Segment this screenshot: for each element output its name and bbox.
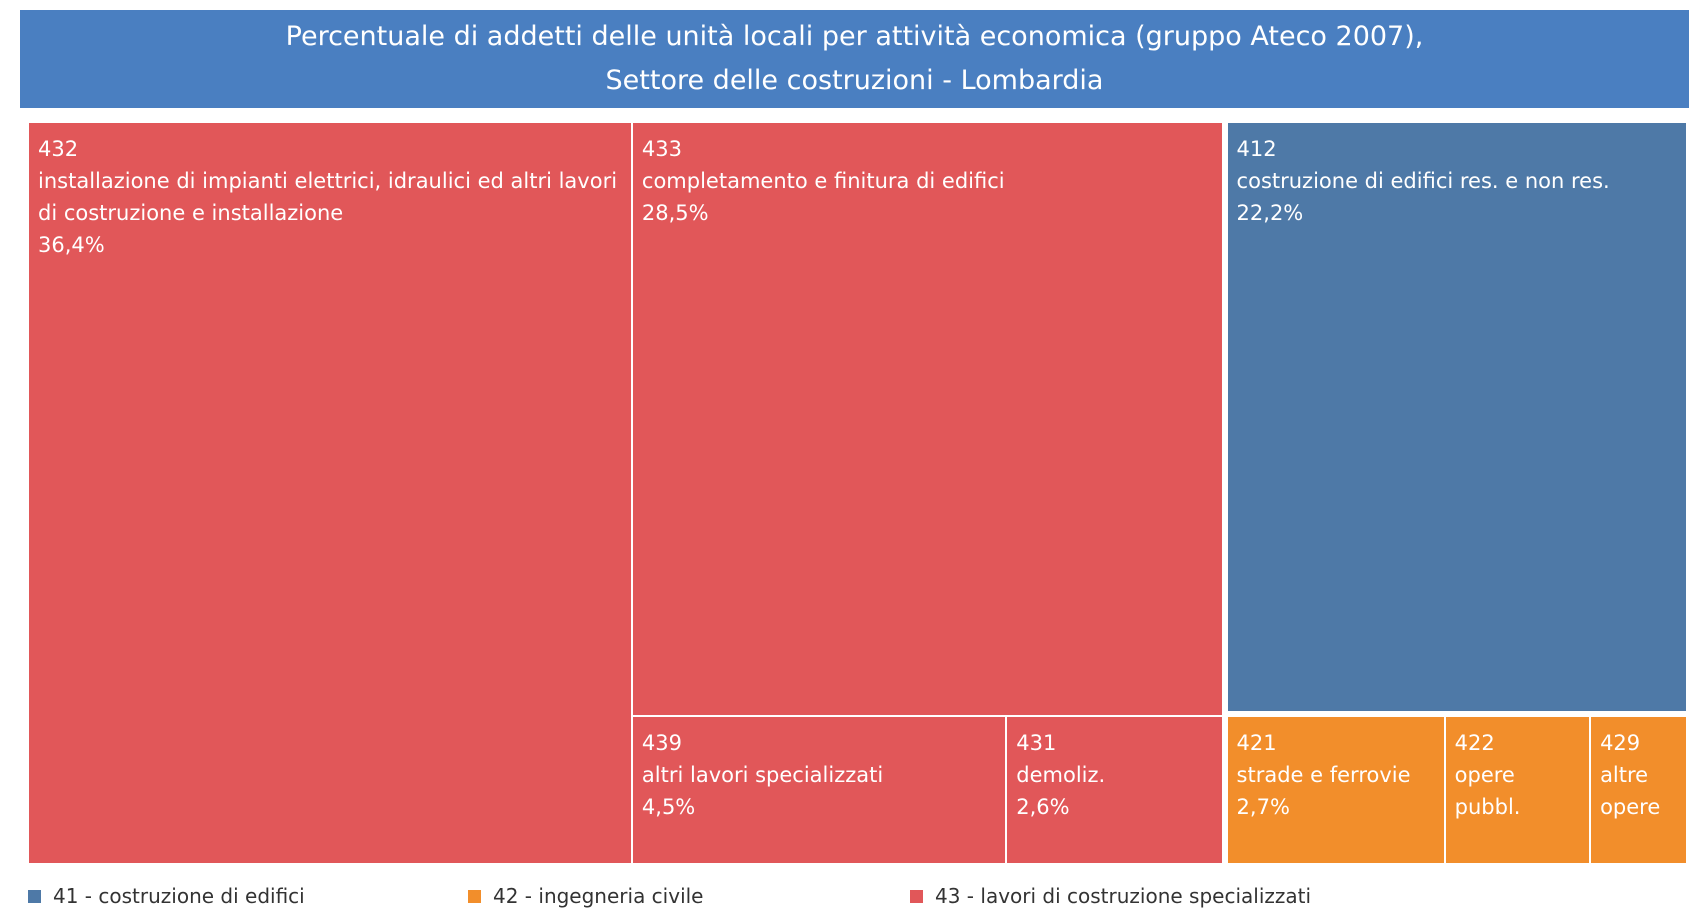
cell-value: 28,5% [641,201,709,225]
treemap-cell: 421 strade e ferrovie 2,7% [1226,715,1445,864]
cell-label: strade e ferrovie [1236,762,1411,787]
cell-value: 2,6% [1016,795,1070,820]
legend-item: 43 - lavori di costruzione specializzati [910,884,1311,908]
cell-code: 422 [1454,730,1495,755]
treemap-cell: 433 completamento e finitura di edifici 28… [631,122,1223,717]
cell-code: 432 [38,137,79,161]
cell-label: opere pubbl. [1454,762,1521,819]
cell-label: completamento e finitura di edifici [641,169,1005,193]
cell-value: 22,2% [1236,201,1304,225]
legend-swatch [910,889,923,903]
cell-label: altri lavori specializzati [641,763,884,788]
cell-value: 4,5% [641,795,696,820]
cell-code: 421 [1236,730,1277,755]
cell-code: 412 [1236,137,1277,161]
treemap-cell: 431 demoliz. 2,6% [1006,716,1223,864]
cell-code: 433 [641,137,682,161]
cell-code: 439 [641,731,682,756]
legend-swatch [468,889,481,903]
title-line: Percentuale di addetti delle unità local… [285,21,1424,52]
cell-code: 431 [1016,731,1057,756]
treemap-cell: 422 opere pubbl. [1444,715,1591,864]
cell-value: 36,4% [38,233,105,257]
cell-value: 2,7% [1236,794,1290,819]
cell-label: installazione di impianti elettrici, idr… [38,169,618,225]
treemap-cell: 439 altri lavori specializzati 4,5% [631,716,1007,864]
legend-label: 42 - ingegneria civile [493,884,704,908]
legend-swatch [28,889,41,903]
legend-label: 41 - costruzione di edifici [53,884,305,908]
chart-title: Percentuale di addetti delle unità local… [20,10,1689,108]
legend-item: 41 - costruzione di edifici [28,884,305,908]
cell-label: demoliz. [1016,763,1106,788]
cell-label: altre opere [1600,762,1661,819]
treemap-cell: 429 altre opere [1590,715,1687,864]
legend-label: 43 - lavori di costruzione specializzati [935,884,1312,908]
treemap-cell: 412 costruzione di edifici res. e non res… [1226,122,1687,712]
treemap-cell: 432 installazione di impianti elettrici, … [28,122,632,864]
title-line: Settore delle costruzioni - Lombardia [605,65,1104,96]
legend-item: 42 - ingegneria civile [468,884,704,908]
cell-code: 429 [1600,730,1641,755]
cell-label: costruzione di edifici res. e non res. [1236,169,1610,193]
